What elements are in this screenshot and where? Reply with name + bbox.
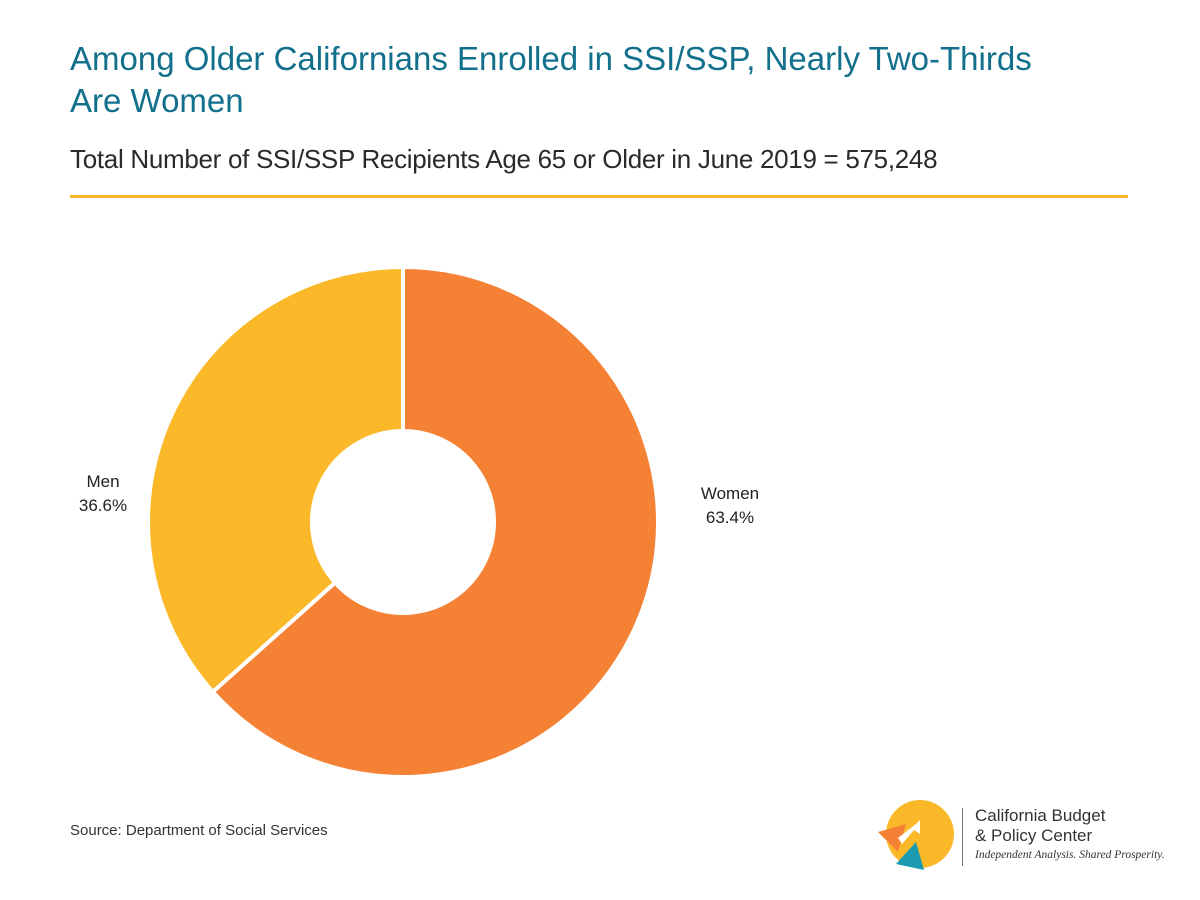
men-value-label: 36.6% — [78, 496, 128, 515]
logo-divider — [962, 808, 963, 866]
title-divider — [70, 195, 1128, 198]
men-slice-label: Men 36.6% — [68, 470, 138, 518]
men-category-label: Men — [86, 472, 120, 491]
donut-slice-men — [146, 264, 405, 695]
logo-name-line1: California Budget — [975, 806, 1106, 825]
logo-orange-arrow — [878, 824, 906, 852]
women-category-label: Women — [700, 484, 760, 503]
logo-name-line2: & Policy Center — [975, 826, 1093, 845]
logo-white-arrow — [898, 820, 920, 844]
donut-slice-women — [209, 264, 660, 779]
logo-organization-name: California Budget & Policy Center — [975, 806, 1105, 846]
cbpc-logo-icon — [878, 800, 954, 870]
women-value-label: 63.4% — [705, 508, 755, 527]
logo-tagline: Independent Analysis. Shared Prosperity. — [975, 849, 1165, 861]
chart-subtitle: Total Number of SSI/SSP Recipients Age 6… — [70, 144, 938, 174]
women-slice-label: Women 63.4% — [690, 482, 770, 530]
logo-teal-arrow — [896, 842, 924, 870]
source-note: Source: Department of Social Services — [70, 822, 328, 839]
chart-title: Among Older Californians Enrolled in SSI… — [70, 40, 1032, 119]
